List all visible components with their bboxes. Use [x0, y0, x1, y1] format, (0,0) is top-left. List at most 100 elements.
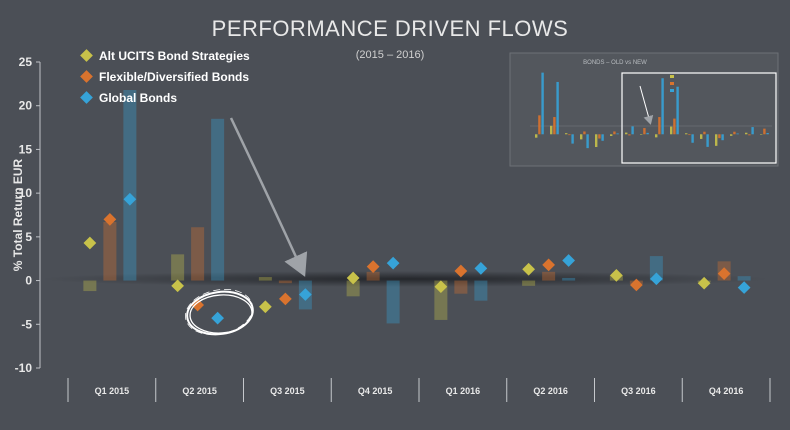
marker-flexible	[103, 213, 117, 226]
x-category-label: Q3 2016	[621, 386, 656, 396]
inset-legend-swatch-flexible	[670, 82, 674, 85]
inset-bar	[553, 117, 556, 135]
bar-global	[649, 256, 663, 281]
marker-alt-ucits	[434, 280, 448, 294]
inset-bar	[580, 134, 583, 140]
y-tick-label: 20	[19, 99, 33, 113]
marker-flexible	[542, 258, 555, 272]
y-tick-label: 25	[19, 55, 33, 69]
marker-global	[474, 261, 488, 275]
highlight-circle	[185, 288, 254, 336]
legend: Alt UCITS Bond Strategies Flexible/Diver…	[80, 49, 250, 105]
inset-bar	[616, 133, 619, 135]
inset-legend-swatch-global	[670, 89, 674, 92]
bar-group	[83, 89, 751, 324]
y-tick-label: -5	[21, 317, 32, 331]
inset-bar	[601, 134, 604, 141]
inset-bar	[676, 86, 679, 135]
inset-highlight-box	[621, 72, 777, 164]
bar-global	[474, 280, 488, 301]
legend-item-alt-ucits: Alt UCITS Bond Strategies	[80, 49, 250, 63]
inset-bar	[748, 134, 751, 136]
inset-bar	[646, 132, 649, 135]
inset-bar	[745, 132, 748, 135]
inset-bar	[661, 78, 664, 135]
inset-bar	[586, 134, 589, 149]
bar-flexible	[103, 221, 117, 281]
inset-bar	[568, 134, 571, 136]
x-category-label: Q1 2015	[95, 386, 130, 396]
bar-flexible	[278, 280, 292, 284]
bar-global	[386, 280, 400, 324]
marker-global	[123, 192, 137, 206]
legend-label-flexible: Flexible/Diversified Bonds	[99, 70, 249, 84]
inset-title: BONDS – OLD vs NEW	[583, 60, 647, 66]
zero-line	[40, 271, 770, 287]
inset-bar	[610, 134, 613, 136]
marker-global	[211, 311, 224, 325]
bar-flexible	[542, 271, 556, 281]
inset-bar	[730, 134, 733, 136]
inset-bar	[688, 134, 691, 136]
marker-alt-ucits	[83, 236, 97, 250]
inset-bar	[640, 134, 643, 135]
inset-arrow	[639, 85, 654, 125]
inset-chart: BONDS – OLD vs NEW	[509, 52, 779, 167]
legend-marker-alt-ucits	[80, 49, 93, 62]
inset-bar	[715, 134, 718, 146]
inset-bar	[550, 125, 553, 135]
inset-legend-swatch-alt-ucits	[670, 75, 674, 78]
y-axis-label: % Total Return EUR	[11, 158, 25, 271]
marker-alt-ucits	[171, 279, 184, 293]
inset-bar	[718, 134, 721, 139]
legend-item-global: Global Bonds	[80, 91, 177, 105]
legend-marker-flexible	[80, 70, 93, 83]
bar-flexible	[454, 280, 468, 294]
marker-alt-ucits	[346, 271, 360, 285]
marker-global	[562, 254, 575, 267]
x-category-label: Q3 2015	[270, 386, 305, 396]
inset-legend	[670, 75, 674, 92]
bar-alt-ucits	[434, 280, 448, 320]
inset-bar	[571, 134, 574, 144]
x-category-label: Q2 2016	[533, 386, 568, 396]
chart-title: PERFORMANCE DRIVEN FLOWS	[212, 16, 569, 41]
inset-frame	[509, 52, 779, 167]
inset-bar	[736, 133, 739, 135]
inset-bar	[595, 134, 598, 148]
bar-alt-ucits	[258, 277, 272, 281]
inset-bar	[703, 131, 706, 135]
inset-bar	[583, 131, 586, 135]
inset-bar	[535, 134, 538, 138]
inset-bar	[751, 127, 754, 135]
trend-arrow	[229, 117, 308, 277]
inset-bar	[685, 133, 688, 135]
y-tick-label: 10	[19, 186, 33, 200]
x-category-label: Q1 2016	[446, 386, 481, 396]
bar-global	[211, 118, 225, 281]
legend-label-alt-ucits: Alt UCITS Bond Strategies	[99, 49, 250, 63]
y-tick-label: -10	[15, 361, 33, 375]
bar-flexible	[191, 227, 205, 281]
bar-global	[123, 89, 137, 281]
x-categories: Q1 2015 Q2 2015 Q3 2015 Q4 2015 Q1 2016 Q2 20…	[67, 378, 771, 402]
legend-item-flexible: Flexible/Diversified Bonds	[80, 70, 249, 84]
chart-subtitle: (2015 – 2016)	[356, 49, 425, 61]
inset-bar	[763, 128, 766, 135]
x-category-label: Q4 2016	[709, 386, 744, 396]
bar-alt-ucits	[83, 280, 97, 292]
inset-bar	[628, 134, 631, 136]
inset-bar	[766, 133, 769, 135]
legend-label-global: Global Bonds	[99, 91, 177, 105]
inset-bar	[706, 134, 709, 147]
inset-bar	[721, 134, 724, 141]
inset-bar	[700, 134, 703, 139]
inset-bar	[631, 126, 634, 135]
inset-bar	[556, 81, 559, 135]
marker-flexible	[454, 264, 468, 278]
inset-bars	[535, 72, 769, 149]
inset-bar	[598, 134, 601, 139]
inset-bar	[658, 117, 661, 135]
